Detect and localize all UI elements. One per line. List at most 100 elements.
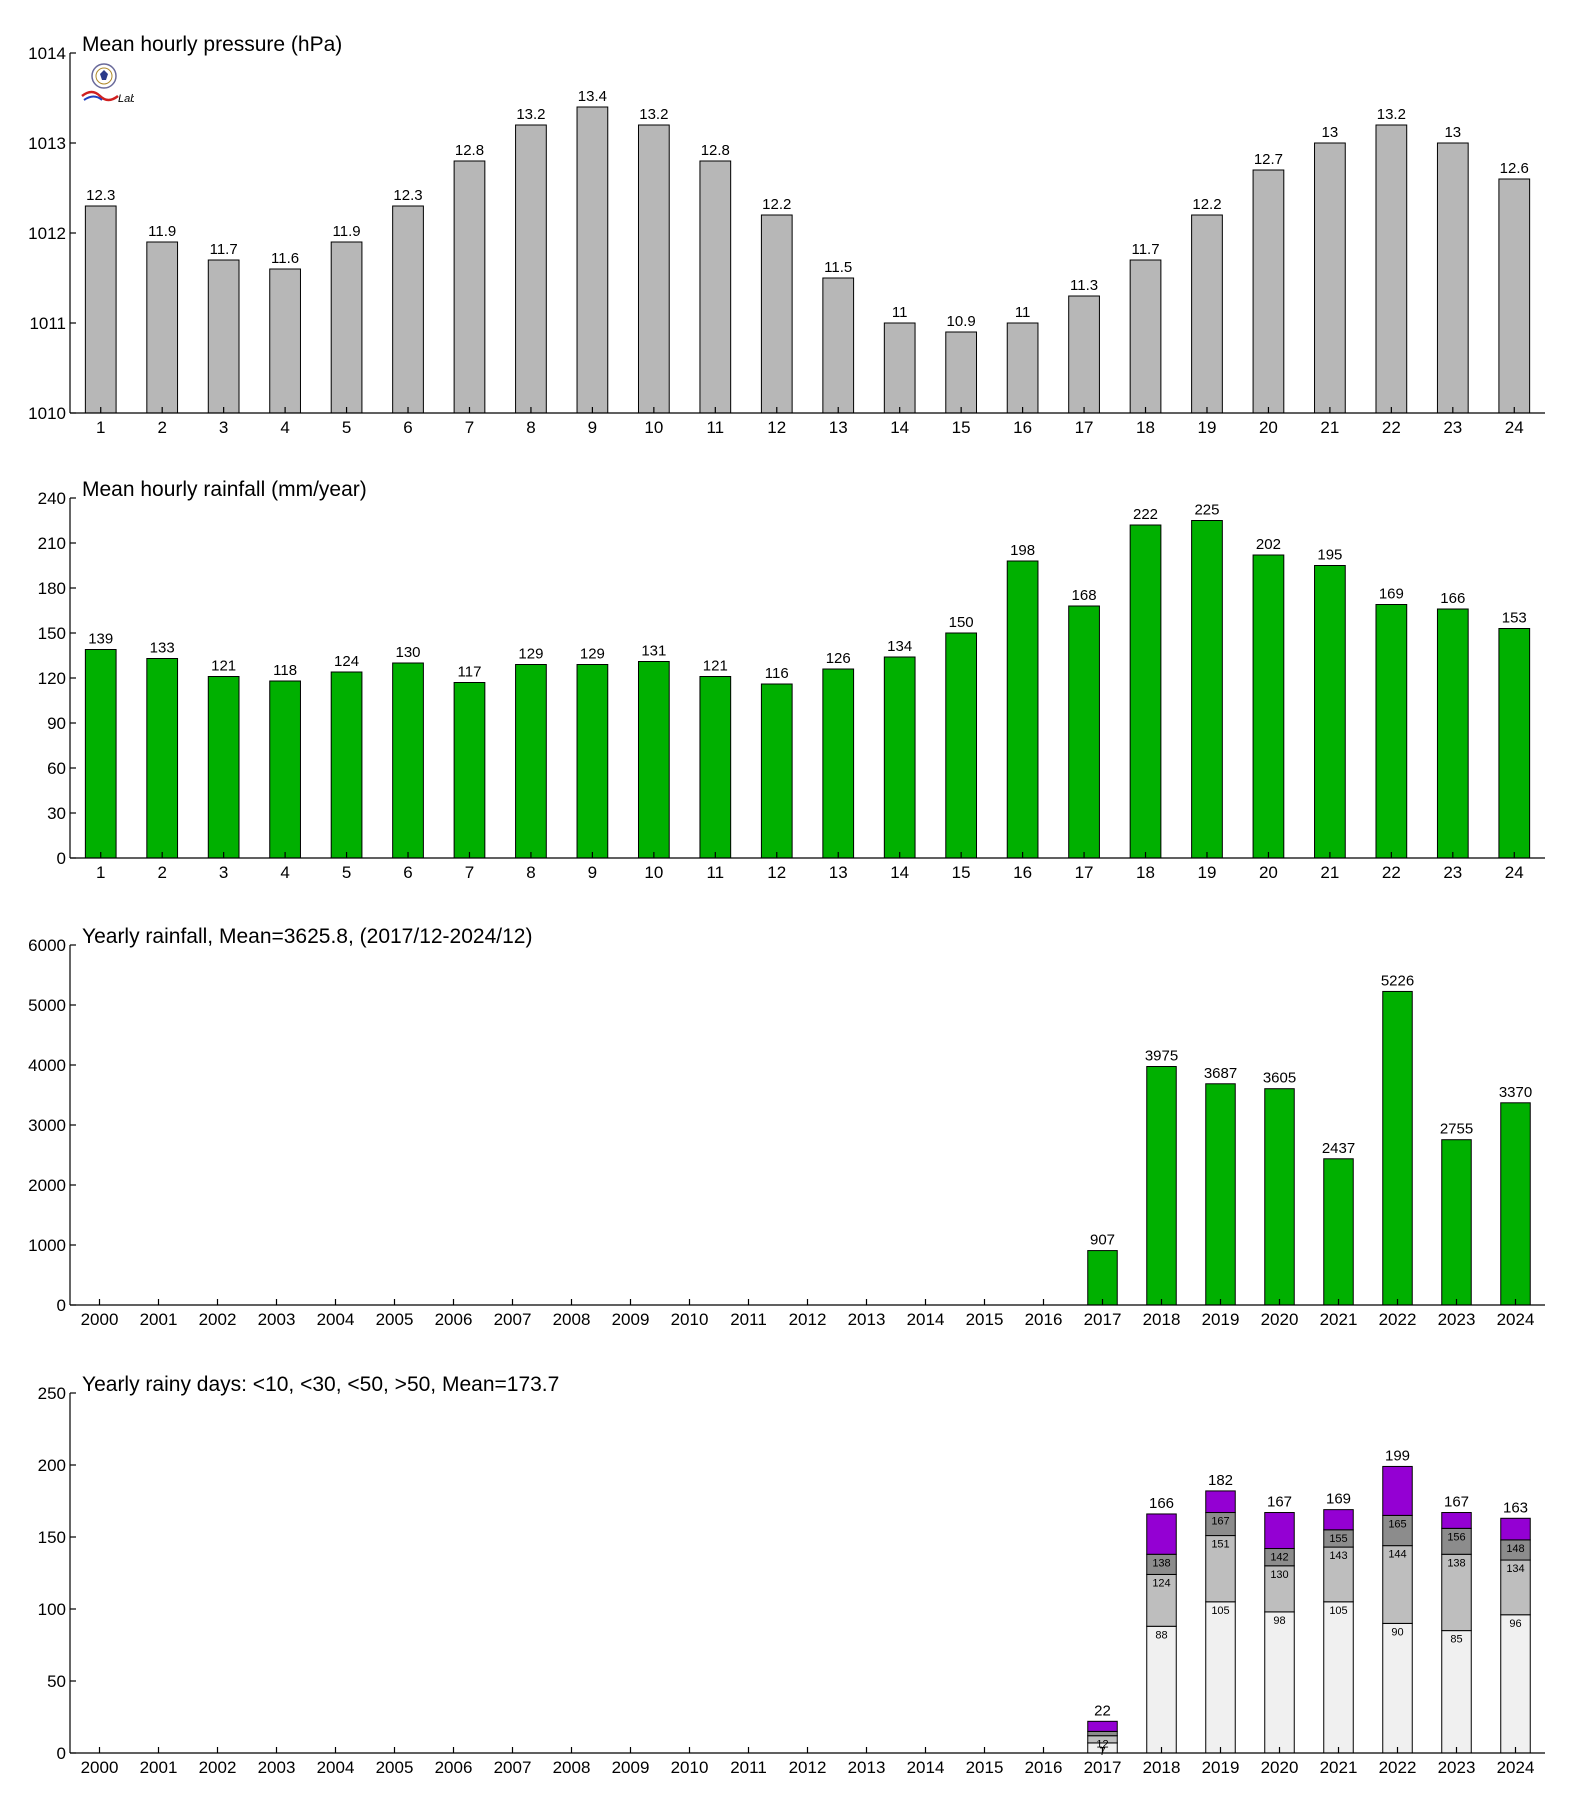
data-label-3-2022: 5226 — [1381, 972, 1414, 989]
data-label-2-22: 169 — [1379, 586, 1404, 603]
data-label-2-13: 126 — [826, 650, 851, 667]
chart-title-1: Mean hourly pressure (hPa) — [82, 33, 342, 56]
data-label-1-8: 13.2 — [516, 106, 545, 123]
x-tick-label-1-13: 13 — [829, 418, 848, 437]
x-tick-label-3-2014: 2014 — [907, 1310, 945, 1329]
x-tick-label-4-2022: 2022 — [1379, 1758, 1417, 1777]
data-label-1-2: 11.9 — [148, 223, 176, 240]
bar-2-19 — [1191, 520, 1223, 859]
bar-1-3 — [207, 259, 240, 414]
x-tick-label-4-2016: 2016 — [1025, 1758, 1063, 1777]
bar-3-2019 — [1205, 1083, 1236, 1306]
bar-3-2023 — [1441, 1139, 1472, 1306]
bar-1-12 — [760, 214, 793, 414]
bar-2-2 — [146, 658, 179, 859]
stack-segment-2024-2 — [1500, 1559, 1531, 1616]
data-label-3-2023: 2755 — [1440, 1121, 1473, 1138]
x-tick-label-2-8: 8 — [526, 863, 535, 882]
segment-label-2020-3: 142 — [1270, 1552, 1288, 1564]
x-tick-label-3-2005: 2005 — [376, 1310, 414, 1329]
bar-1-5 — [330, 241, 363, 414]
segment-label-2020-2: 130 — [1270, 1569, 1288, 1581]
segment-label-2019-2: 151 — [1211, 1539, 1229, 1551]
stack-segment-2018-1 — [1146, 1625, 1177, 1754]
data-label-3-2017: 907 — [1090, 1232, 1115, 1249]
x-tick-label-2-5: 5 — [342, 863, 351, 882]
logo-text: Lab — [118, 93, 134, 105]
y-tick-label-2-210: 210 — [38, 534, 66, 553]
x-tick-label-3-2007: 2007 — [494, 1310, 532, 1329]
x-tick-label-3-2022: 2022 — [1379, 1310, 1417, 1329]
x-tick-label-3-2023: 2023 — [1438, 1310, 1476, 1329]
x-tick-label-4-2017: 2017 — [1084, 1758, 1122, 1777]
data-label-3-2020: 3605 — [1263, 1070, 1296, 1087]
x-tick-label-1-22: 22 — [1382, 418, 1401, 437]
segment-label-2019-1: 105 — [1211, 1605, 1229, 1617]
y-tick-label-4-100: 100 — [38, 1600, 66, 1619]
x-tick-label-2-23: 23 — [1443, 863, 1462, 882]
y-tick-label-2-30: 30 — [47, 804, 66, 823]
x-tick-label-3-2015: 2015 — [966, 1310, 1004, 1329]
data-label-2-24: 153 — [1502, 610, 1527, 627]
x-tick-label-4-2007: 2007 — [494, 1758, 532, 1777]
bar-2-4 — [269, 680, 301, 859]
bar-1-10 — [637, 124, 670, 414]
x-tick-label-1-16: 16 — [1013, 418, 1032, 437]
data-label-1-17: 11.3 — [1070, 277, 1098, 294]
data-label-1-15: 10.9 — [947, 313, 976, 330]
bar-2-8 — [515, 664, 547, 859]
x-tick-label-2-18: 18 — [1136, 863, 1155, 882]
stack-segment-2019-2 — [1205, 1535, 1236, 1603]
y-tick-label-1-1011: 1011 — [29, 314, 66, 333]
segment-label-2021-2: 143 — [1329, 1550, 1347, 1562]
data-label-1-22: 13.2 — [1377, 106, 1406, 123]
x-tick-label-3-2004: 2004 — [317, 1310, 355, 1329]
x-tick-label-4-2009: 2009 — [612, 1758, 650, 1777]
stack-segment-2019-4 — [1205, 1490, 1236, 1514]
x-tick-label-2-7: 7 — [465, 863, 474, 882]
segment-label-2019-3: 167 — [1211, 1516, 1229, 1528]
bar-3-2022 — [1382, 990, 1413, 1306]
x-tick-label-1-4: 4 — [280, 418, 289, 437]
x-tick-label-2-3: 3 — [219, 863, 228, 882]
data-label-3-2019: 3687 — [1204, 1065, 1237, 1082]
y-tick-label-3-5000: 5000 — [28, 996, 66, 1015]
stack-segment-2020-4 — [1264, 1512, 1295, 1550]
x-tick-label-4-2019: 2019 — [1202, 1758, 1240, 1777]
x-tick-label-4-2013: 2013 — [848, 1758, 886, 1777]
x-tick-label-1-11: 11 — [706, 418, 724, 437]
segment-label-2018-3: 138 — [1152, 1557, 1170, 1569]
x-tick-label-2-9: 9 — [588, 863, 597, 882]
chart-title-2: Mean hourly rainfall (mm/year) — [82, 478, 367, 501]
bar-2-14 — [883, 656, 916, 859]
bar-1-22 — [1375, 124, 1408, 414]
bar-2-20 — [1252, 554, 1285, 859]
segment-label-2023-1: 85 — [1450, 1634, 1462, 1646]
stack-segment-2020-2 — [1264, 1565, 1295, 1613]
bar-1-18 — [1129, 259, 1162, 414]
total-label-2023: 167 — [1444, 1494, 1469, 1511]
data-label-2-15: 150 — [949, 614, 974, 631]
data-label-1-9: 13.4 — [578, 88, 607, 105]
bar-2-15 — [945, 632, 978, 859]
x-tick-label-2-17: 17 — [1075, 863, 1094, 882]
data-label-3-2018: 3975 — [1145, 1048, 1178, 1065]
data-label-2-10: 131 — [641, 643, 666, 660]
data-label-2-16: 198 — [1010, 542, 1035, 559]
x-tick-label-4-2006: 2006 — [435, 1758, 473, 1777]
bar-2-18 — [1129, 524, 1162, 859]
total-label-2024: 163 — [1503, 1499, 1528, 1516]
x-tick-label-1-21: 21 — [1320, 418, 1339, 437]
x-tick-label-3-2011: 2011 — [730, 1310, 767, 1329]
chart-title-3: Yearly rainfall, Mean=3625.8, (2017/12-2… — [82, 925, 532, 948]
data-label-3-2024: 3370 — [1499, 1084, 1532, 1101]
bar-1-14 — [883, 322, 916, 414]
x-tick-label-2-19: 19 — [1198, 863, 1217, 882]
bar-1-11 — [699, 160, 732, 414]
x-tick-label-1-8: 8 — [526, 418, 535, 437]
bar-2-13 — [822, 668, 855, 859]
x-tick-label-1-17: 17 — [1075, 418, 1094, 437]
y-tick-label-3-0: 0 — [57, 1296, 66, 1315]
x-tick-label-1-5: 5 — [342, 418, 351, 437]
stack-segment-2021-1 — [1323, 1601, 1354, 1754]
